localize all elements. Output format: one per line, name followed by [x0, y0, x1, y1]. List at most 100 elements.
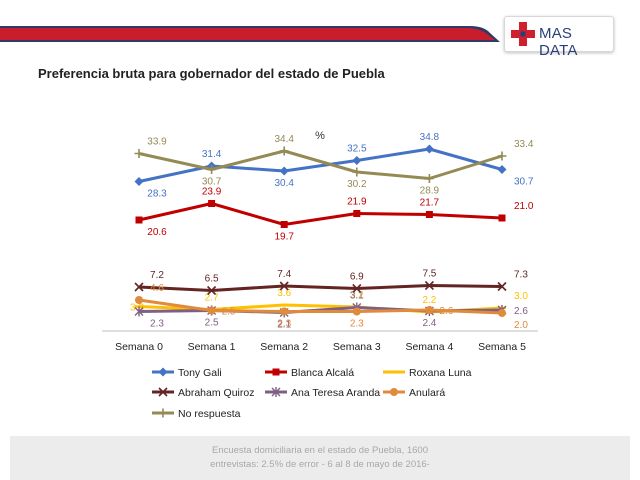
data-point-blanca-alcala	[135, 216, 143, 224]
data-point-abraham-quiroz	[207, 285, 217, 296]
data-point-tony-gali	[352, 156, 362, 165]
data-label-blanca-alcala: 21.9	[347, 197, 367, 208]
data-label-ana-teresa-aranda: 2.5	[205, 318, 219, 329]
footer-line-1: Encuesta domiciliaria en el estado de Pu…	[211, 445, 428, 456]
data-point-abraham-quiroz	[497, 281, 507, 292]
data-point-blanca-alcala	[208, 200, 216, 207]
data-label-tony-gali: 30.4	[274, 178, 294, 189]
page-title: Preferencia bruta para gobernador del es…	[38, 66, 385, 81]
chart-title: %	[315, 130, 325, 142]
data-label-no-respuesta: 34.4	[274, 134, 294, 145]
legend-marker-blanca-alcala	[272, 368, 280, 376]
data-label-anulara: 4.6	[150, 283, 164, 294]
data-point-abraham-quiroz	[279, 281, 289, 291]
legend-label-ana-teresa-aranda: Ana Teresa Aranda	[291, 387, 380, 399]
data-label-no-respuesta: 28.9	[420, 186, 440, 197]
series-line-no-respuesta	[138, 149, 503, 180]
data-point-blanca-alcala	[425, 211, 433, 218]
data-point-no-respuesta	[424, 174, 434, 183]
data-label-roxana-luna: 3.2	[350, 290, 364, 301]
data-label-roxana-luna: 3.6	[277, 288, 291, 299]
data-label-tony-gali: 31.4	[202, 149, 222, 160]
data-label-roxana-luna: 2.2	[422, 295, 436, 306]
data-point-no-respuesta	[207, 165, 217, 174]
series-line-blanca-alcala	[138, 202, 503, 226]
data-label-tony-gali: 28.3	[147, 189, 167, 200]
legend-marker-abraham-quiroz	[158, 387, 168, 397]
x-tick-label: Semana 3	[333, 341, 381, 353]
data-label-ana-teresa-aranda: 2.4	[422, 318, 436, 329]
data-label-blanca-alcala: 19.7	[274, 232, 294, 243]
data-label-anulara: 2.3	[350, 319, 364, 330]
brand-logo: MAS DATA	[504, 16, 614, 59]
legend-label-anulara: Anulará	[409, 387, 445, 399]
data-label-ana-teresa-aranda: 2.6	[514, 306, 528, 317]
data-label-roxana-luna: 2.7	[205, 293, 219, 304]
legend-marker-tony-gali	[158, 367, 168, 377]
data-label-abraham-quiroz: 7.2	[150, 270, 164, 281]
legend-item-abraham-quiroz: Abraham Quiroz	[152, 387, 254, 399]
data-point-blanca-alcala	[498, 214, 506, 222]
series-line-abraham-quiroz	[138, 284, 503, 292]
data-point-anulara	[425, 306, 434, 314]
data-point-anulara	[280, 307, 289, 316]
data-label-anulara: 2.5	[222, 307, 236, 318]
data-label-blanca-alcala: 21.7	[420, 198, 440, 209]
header-stripes	[0, 26, 500, 42]
brand-name: MAS DATA	[539, 25, 578, 59]
x-tick-label: Semana 4	[405, 341, 453, 353]
data-label-blanca-alcala: 21.0	[514, 201, 534, 212]
footer: Encuesta domiciliaria en el estado de Pu…	[10, 436, 630, 480]
data-point-blanca-alcala	[280, 221, 288, 228]
legend-label-roxana-luna: Roxana Luna	[409, 367, 472, 379]
data-point-anulara	[135, 296, 143, 304]
data-label-blanca-alcala: 20.6	[147, 227, 167, 238]
data-label-no-respuesta: 33.4	[514, 139, 534, 150]
legend-item-ana-teresa-aranda: Ana Teresa Aranda	[265, 387, 380, 399]
data-point-ana-teresa-aranda	[134, 306, 144, 317]
data-point-no-respuesta	[497, 151, 507, 161]
x-tick-label: Semana 2	[260, 341, 308, 353]
legend-label-tony-gali: Tony Gali	[178, 367, 222, 379]
data-label-no-respuesta: 33.9	[147, 137, 167, 148]
legend-marker-anulara	[390, 388, 398, 396]
data-point-tony-gali	[497, 165, 507, 174]
data-label-anulara: 2.3	[277, 319, 291, 330]
data-label-abraham-quiroz: 7.4	[277, 269, 291, 280]
data-point-no-respuesta	[134, 149, 144, 158]
data-label-ana-teresa-aranda: 2.3	[150, 319, 164, 330]
header-banner	[0, 0, 640, 60]
x-tick-label: Semana 0	[115, 341, 163, 353]
legend-marker-ana-teresa-aranda	[271, 387, 281, 397]
x-tick-label: Semana 1	[188, 341, 236, 353]
data-point-abraham-quiroz	[352, 283, 362, 294]
data-label-anulara: 2.6	[439, 306, 453, 317]
data-label-tony-gali: 32.5	[347, 144, 367, 155]
legend-marker-no-respuesta	[158, 408, 168, 418]
legend-label-no-respuesta: No respuesta	[178, 408, 241, 420]
series-line-anulara	[138, 298, 503, 315]
series-line-tony-gali	[138, 147, 503, 183]
data-point-anulara	[352, 307, 361, 316]
data-point-roxana-luna	[280, 303, 289, 307]
data-point-no-respuesta	[352, 167, 362, 177]
footer-line-2: entrevistas: 2.5% de error - 6 al 8 de m…	[210, 459, 430, 470]
legend-marker-roxana-luna	[390, 370, 398, 374]
data-label-blanca-alcala: 23.9	[202, 187, 222, 198]
data-label-roxana-luna: 3.3	[130, 303, 144, 314]
data-point-abraham-quiroz	[134, 282, 144, 292]
data-point-tony-gali	[279, 166, 289, 176]
data-point-abraham-quiroz	[424, 280, 434, 291]
data-label-tony-gali: 34.8	[420, 132, 440, 143]
data-label-abraham-quiroz: 7.5	[422, 269, 436, 280]
data-point-anulara	[207, 306, 216, 315]
data-point-tony-gali	[424, 144, 434, 154]
data-label-no-respuesta: 30.7	[202, 177, 222, 188]
data-label-tony-gali: 30.7	[514, 177, 534, 188]
legend-item-no-respuesta: No respuesta	[152, 408, 241, 420]
legend-label-blanca-alcala: Blanca Alcalá	[291, 367, 354, 379]
line-chart: % Semana 0 Semana 1 Semana 2 Semana 3 Semana …	[102, 130, 538, 420]
data-label-abraham-quiroz: 7.3	[514, 270, 528, 281]
data-label-roxana-luna: 3.0	[514, 291, 528, 302]
data-label-ana-teresa-aranda: 2.1	[277, 320, 291, 331]
